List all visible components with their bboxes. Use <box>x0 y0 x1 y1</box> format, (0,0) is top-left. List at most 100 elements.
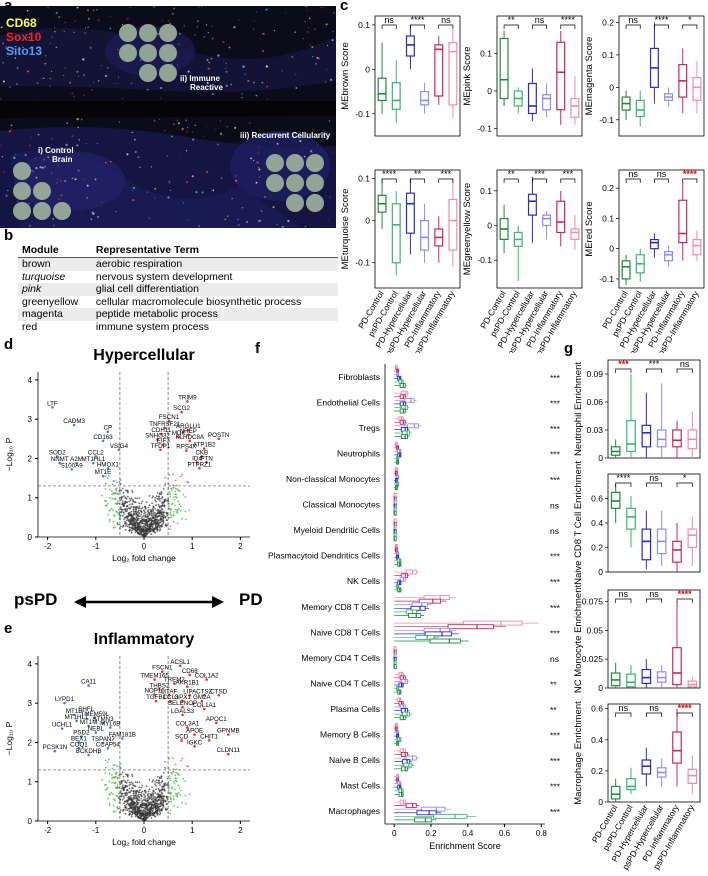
panel-label-g: g <box>564 340 574 357</box>
category-label: Naive CD4 T Cells <box>310 678 380 688</box>
gene-label: TGFB1 <box>146 694 166 701</box>
gene-label: CTSZ <box>196 688 212 695</box>
plot-frame <box>374 169 461 289</box>
gene-point <box>106 747 110 750</box>
box-psPD-Hypercellular <box>542 83 552 118</box>
gene-label: NEBL <box>88 726 105 733</box>
box <box>672 429 682 448</box>
sig-bracket <box>410 178 425 183</box>
box-psPD-Hypercellular <box>420 203 430 263</box>
y-tick-label: 0.1 <box>602 50 614 60</box>
box <box>429 638 461 644</box>
gene-label: CTSD <box>210 688 227 695</box>
box-psPD-Control <box>626 374 636 458</box>
gene-label: CCAP54 <box>96 741 121 748</box>
y-tick-label: -0.1 <box>599 274 614 284</box>
x-tick-label: 1 <box>190 826 195 835</box>
gene-point <box>187 428 190 432</box>
y-tick-label: 0.075 <box>582 597 604 607</box>
sig-label: ns <box>535 15 545 25</box>
x-axis-label: Enrichment Score <box>429 841 501 851</box>
y-tick-label: 2 <box>28 738 33 747</box>
sig-label: **** <box>550 398 560 408</box>
y-axis-label: MEturquoise Score <box>340 189 351 270</box>
y-tick-label: 2 <box>28 454 33 463</box>
box-PD-Hypercellular <box>649 233 659 258</box>
gene-point <box>117 448 121 452</box>
box <box>400 434 408 440</box>
box-PD-Hypercellular <box>405 178 415 255</box>
table-row: turquoise nervous system development <box>22 270 233 283</box>
box <box>527 82 537 115</box>
box <box>641 424 652 448</box>
gene-label: CD163 <box>93 434 113 441</box>
sig-bracket <box>615 712 632 717</box>
region-circles <box>13 24 324 220</box>
gene-label: GPNMB <box>217 728 240 735</box>
gene-label: MYL6B <box>100 721 120 728</box>
gene-label: ID4 <box>192 455 202 462</box>
category-label: Mast Cells <box>340 781 380 791</box>
gene-point <box>187 433 190 437</box>
category-label: Memory CD4 T Cells <box>301 653 380 663</box>
category-label: Tregs <box>359 423 380 433</box>
table-header-module: Module <box>18 243 92 258</box>
box-psPD-Control <box>391 60 401 123</box>
gene-point <box>87 753 90 757</box>
gene-label: CCL3 <box>163 694 179 701</box>
y-tick-label: 4 <box>28 376 33 385</box>
table-row: red immune system process <box>22 320 210 333</box>
box <box>656 429 667 448</box>
box <box>664 251 674 262</box>
gene-point <box>167 693 171 697</box>
panel-label-d: d <box>4 336 14 353</box>
gene-point <box>193 745 196 748</box>
box <box>527 193 537 216</box>
category-label: Naive B Cells <box>329 755 380 765</box>
sig-bracket <box>503 24 519 29</box>
y-axis-label: Neutrophil Enrichment <box>573 362 584 456</box>
box <box>414 817 433 823</box>
y-tick-label: 0 <box>598 797 603 807</box>
box <box>377 77 387 102</box>
box <box>542 214 552 227</box>
region-recurrent-cellularity: iii) Recurrent Cellularity <box>240 131 331 140</box>
arrow-right-label: PD <box>239 590 263 609</box>
sig-label: **** <box>678 589 693 599</box>
sig-bracket <box>410 24 425 29</box>
box <box>415 634 435 640</box>
gene-point <box>101 721 105 725</box>
gene-label: TMEM165 <box>140 673 169 680</box>
sig-bracket <box>438 24 454 29</box>
gene-point <box>158 688 161 691</box>
gene-point <box>121 737 124 740</box>
category-fibroblasts: Fibroblasts **** <box>338 365 560 388</box>
box <box>416 810 437 816</box>
gene-point <box>75 461 78 465</box>
y-axis-label: MEbrown Score <box>340 42 351 110</box>
gene-label: COQ1 <box>70 741 88 748</box>
sig-bracket <box>654 178 669 183</box>
box-PD-Hypercellular <box>641 510 652 570</box>
gene-label: CD68 <box>182 668 198 675</box>
subplot-mepink-score: -0.1 0 0.1 MEpink Score ** ns **** <box>462 15 583 137</box>
plot-frame <box>607 473 701 573</box>
y-tick-label: 0.1 <box>480 49 492 59</box>
region-control-brain: i) Control Brain <box>38 146 74 164</box>
y-tick-label: 4 <box>28 660 33 669</box>
gene-label: TNFRSF21 <box>149 421 181 428</box>
box <box>621 260 631 280</box>
box-psPD-Hypercellular <box>420 82 430 114</box>
gene-label: LTF <box>47 400 58 407</box>
y-tick-label: 0.2 <box>591 766 603 776</box>
category-mast-cells: Mast Cells **** <box>340 774 560 797</box>
gene-label: COL3A1 <box>175 721 199 728</box>
box-PD-Hypercellular <box>649 22 659 104</box>
gene-point <box>205 678 208 681</box>
gene-point <box>181 705 184 709</box>
gene-point <box>186 400 189 403</box>
gene-point <box>177 435 180 439</box>
y-tick-label: 3 <box>28 699 33 708</box>
box <box>635 99 645 118</box>
